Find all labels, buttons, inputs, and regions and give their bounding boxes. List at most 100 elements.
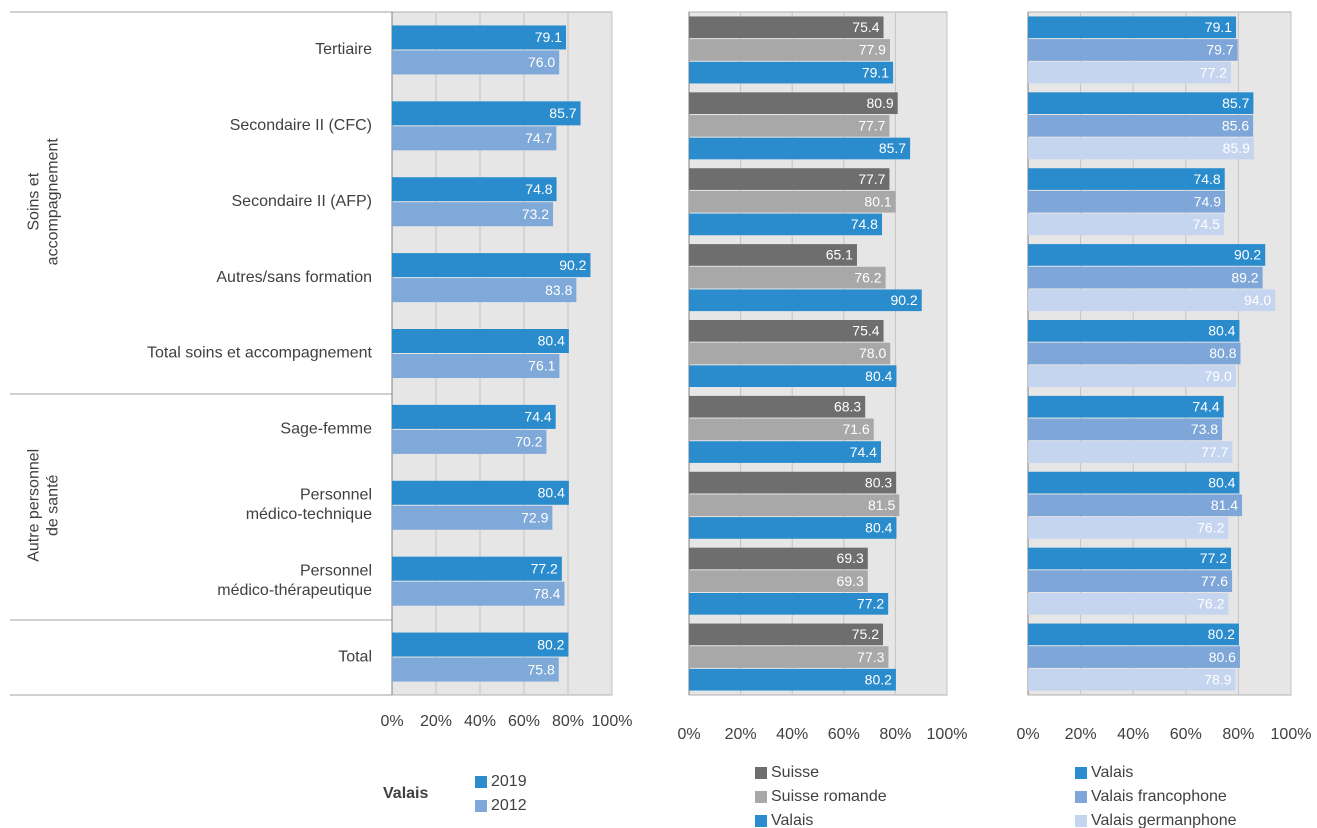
x-tick-label: 40% — [1117, 726, 1149, 743]
value-label: 80.4 — [1208, 323, 1235, 339]
value-label: 74.4 — [524, 409, 551, 425]
bar — [1028, 646, 1240, 668]
x-tick-label: 100% — [1271, 726, 1312, 743]
bar — [689, 623, 884, 646]
value-label: 72.9 — [521, 509, 548, 525]
value-label: 77.9 — [859, 42, 886, 58]
bar — [1028, 213, 1224, 236]
bar — [689, 593, 889, 615]
bar — [392, 50, 560, 75]
legend-label: 2012 — [491, 797, 527, 814]
value-label: 80.4 — [538, 333, 565, 349]
bar — [689, 190, 896, 213]
legend-label: Valais francophone — [1091, 788, 1227, 805]
bar — [1028, 92, 1254, 114]
bar — [1028, 190, 1225, 213]
bar — [392, 404, 556, 429]
bar — [689, 16, 884, 39]
y-tick-label: Personnel médico-technique — [246, 487, 372, 523]
y-tick-label: Secondaire II (AFP) — [232, 193, 373, 210]
bar — [689, 395, 866, 418]
bar — [392, 581, 565, 606]
x-tick-label: 80% — [552, 713, 584, 730]
x-tick-label: 20% — [1065, 726, 1097, 743]
legend-swatch — [755, 791, 767, 803]
value-label: 74.8 — [851, 216, 878, 232]
bar — [1028, 395, 1224, 418]
y-tick-label: Tertiaire — [315, 41, 372, 58]
legend-swatch — [755, 815, 767, 827]
value-label: 74.9 — [1194, 193, 1221, 209]
x-tick-label: 60% — [1170, 726, 1202, 743]
bar — [1028, 547, 1232, 570]
bar — [1028, 441, 1233, 463]
value-label: 85.7 — [1222, 95, 1249, 111]
bar — [689, 517, 897, 539]
group-label: Autre personnel de santé — [26, 449, 62, 562]
bar — [689, 115, 890, 137]
value-label: 74.7 — [525, 130, 552, 146]
bar — [689, 471, 897, 494]
x-tick-label: 0% — [1016, 726, 1039, 743]
bar — [689, 266, 886, 289]
value-label: 75.4 — [852, 19, 879, 35]
value-label: 74.8 — [525, 181, 552, 197]
value-label: 69.3 — [837, 573, 864, 589]
value-label: 77.2 — [1200, 64, 1227, 80]
bar — [1028, 494, 1243, 517]
bar — [1028, 168, 1225, 190]
x-tick-label: 20% — [725, 726, 757, 743]
bar — [689, 320, 884, 342]
y-tick-label: Autres/sans formation — [216, 269, 372, 286]
bar — [689, 61, 894, 84]
bar — [689, 441, 881, 463]
value-label: 80.4 — [538, 484, 565, 500]
bar — [392, 429, 547, 454]
value-label: 79.0 — [1205, 368, 1232, 384]
bar — [1028, 593, 1229, 615]
value-label: 76.0 — [528, 54, 555, 70]
value-label: 80.4 — [1208, 474, 1235, 490]
bar — [689, 547, 868, 570]
value-label: 65.1 — [826, 247, 853, 263]
group-label-text: Soins et accompagnement — [26, 138, 62, 266]
legend-label: Valais — [771, 812, 813, 828]
value-label: 90.2 — [559, 257, 586, 273]
bar — [392, 126, 557, 151]
value-label: 74.8 — [1193, 171, 1220, 187]
value-label: 76.2 — [1197, 596, 1224, 612]
bar — [1028, 570, 1233, 592]
value-label: 80.8 — [1209, 345, 1236, 361]
value-label: 73.2 — [522, 206, 549, 222]
value-label: 85.6 — [1222, 118, 1249, 134]
value-label: 73.8 — [1191, 421, 1218, 437]
legend-swatch — [475, 776, 487, 788]
bar — [1028, 39, 1238, 61]
value-label: 85.9 — [1223, 140, 1250, 156]
legend-label: Valais — [1091, 764, 1133, 781]
value-label: 81.5 — [868, 497, 895, 513]
bar — [689, 289, 922, 312]
value-label: 79.1 — [862, 64, 889, 80]
bar — [689, 137, 911, 160]
value-label: 77.7 — [858, 118, 885, 134]
value-label: 90.2 — [890, 292, 917, 308]
bar — [1028, 115, 1254, 137]
value-label: 79.1 — [535, 29, 562, 45]
value-label: 76.2 — [1197, 520, 1224, 536]
bar — [1028, 342, 1241, 365]
bar — [392, 329, 569, 353]
value-label: 80.2 — [865, 671, 892, 687]
group-label: Soins et accompagnement — [26, 138, 62, 266]
value-label: 80.3 — [865, 474, 892, 490]
value-label: 80.1 — [864, 193, 891, 209]
value-label: 79.1 — [1205, 19, 1232, 35]
value-label: 75.4 — [852, 323, 879, 339]
value-label: 77.7 — [858, 171, 885, 187]
bar — [392, 354, 560, 378]
value-label: 90.2 — [1234, 247, 1261, 263]
bar — [689, 646, 889, 668]
legend-label: 2019 — [491, 773, 527, 790]
value-label: 77.2 — [1200, 550, 1227, 566]
legend-swatch — [1075, 815, 1087, 827]
